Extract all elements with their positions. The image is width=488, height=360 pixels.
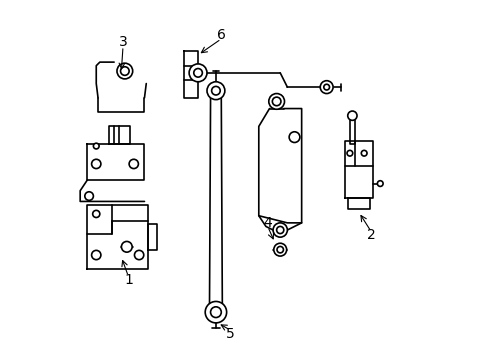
Circle shape	[320, 81, 332, 94]
Circle shape	[323, 84, 329, 90]
Circle shape	[91, 159, 101, 168]
Circle shape	[206, 82, 224, 100]
Circle shape	[84, 192, 93, 201]
Circle shape	[210, 307, 221, 318]
Circle shape	[268, 94, 284, 109]
Circle shape	[272, 223, 287, 237]
Circle shape	[121, 242, 132, 252]
Circle shape	[193, 68, 202, 77]
Circle shape	[129, 159, 138, 168]
Circle shape	[276, 247, 283, 253]
Circle shape	[93, 210, 100, 217]
Circle shape	[121, 67, 129, 75]
Circle shape	[211, 86, 220, 95]
Circle shape	[189, 64, 206, 82]
Text: 5: 5	[225, 327, 234, 341]
Circle shape	[276, 226, 283, 234]
Circle shape	[117, 63, 132, 79]
Circle shape	[272, 97, 281, 106]
Circle shape	[273, 243, 286, 256]
Circle shape	[134, 250, 143, 260]
Text: 6: 6	[216, 28, 225, 42]
Circle shape	[91, 250, 101, 260]
Circle shape	[93, 143, 99, 149]
Circle shape	[346, 150, 352, 156]
Text: 2: 2	[366, 228, 375, 242]
Text: 1: 1	[124, 273, 133, 287]
Circle shape	[361, 150, 366, 156]
Circle shape	[288, 132, 299, 143]
Circle shape	[377, 181, 382, 186]
Text: 3: 3	[119, 36, 127, 49]
Circle shape	[347, 111, 356, 120]
Text: 4: 4	[263, 216, 271, 230]
Circle shape	[205, 301, 226, 323]
